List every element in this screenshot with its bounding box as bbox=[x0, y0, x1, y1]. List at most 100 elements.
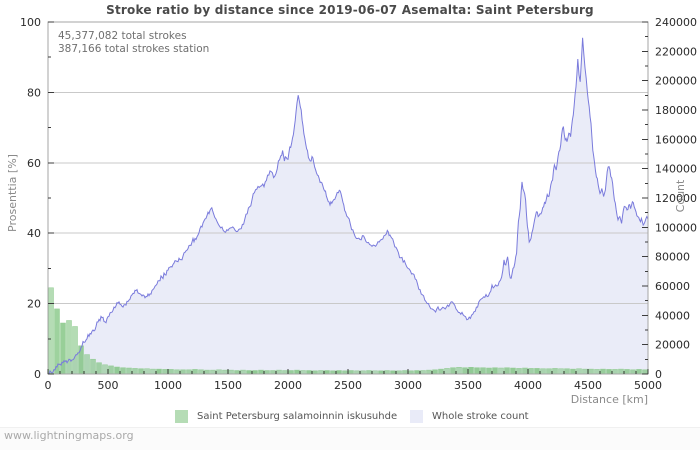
ratio-bar bbox=[492, 367, 498, 375]
x-axis-label: Distance [km] bbox=[571, 393, 648, 406]
plot-generated-layers: 0204060801000200004000060000800001000001… bbox=[20, 16, 697, 392]
footer-link: www.lightningmaps.org bbox=[4, 429, 134, 442]
ratio-bar bbox=[228, 369, 234, 375]
y-right-tick-label: 180000 bbox=[655, 104, 697, 117]
ratio-bar bbox=[570, 368, 576, 375]
x-tick-label: 5000 bbox=[634, 379, 662, 392]
ratio-bar bbox=[144, 368, 150, 375]
y-left-tick-label: 100 bbox=[20, 16, 41, 29]
ratio-bar bbox=[336, 370, 342, 375]
ratio-bar bbox=[78, 345, 84, 375]
ratio-bar bbox=[216, 369, 222, 375]
ratio-bar bbox=[264, 370, 270, 375]
ratio-bar bbox=[384, 370, 390, 375]
ratio-bar bbox=[636, 369, 642, 375]
y-right-tick-label: 0 bbox=[655, 368, 662, 381]
ratio-bar bbox=[102, 364, 108, 375]
legend-entry-count: Whole stroke count bbox=[410, 408, 529, 424]
y-right-tick-label: 160000 bbox=[655, 133, 697, 146]
ratio-bar bbox=[534, 368, 540, 375]
ratio-bar bbox=[558, 368, 564, 375]
ratio-bar bbox=[138, 368, 144, 375]
x-tick-label: 4500 bbox=[574, 379, 602, 392]
ratio-bar bbox=[450, 367, 456, 375]
y-left-tick-label: 40 bbox=[27, 227, 41, 240]
y-right-tick-label: 240000 bbox=[655, 16, 697, 29]
legend-swatch-count bbox=[410, 409, 423, 423]
ratio-bar bbox=[108, 365, 114, 375]
ratio-bar bbox=[186, 369, 192, 375]
ratio-bar bbox=[594, 369, 600, 375]
ratio-bar bbox=[588, 368, 594, 375]
x-tick-label: 0 bbox=[45, 379, 52, 392]
ratio-bar bbox=[606, 369, 612, 375]
ratio-bar bbox=[180, 369, 186, 375]
ratio-bar bbox=[192, 369, 198, 375]
ratio-bar bbox=[204, 369, 210, 375]
x-tick-label: 500 bbox=[98, 379, 119, 392]
ratio-bar bbox=[582, 368, 588, 375]
legend-label-count: Whole stroke count bbox=[432, 410, 529, 422]
ratio-bar bbox=[612, 369, 618, 375]
ratio-bar bbox=[162, 369, 168, 375]
y-left-tick-label: 80 bbox=[27, 86, 41, 99]
ratio-bar bbox=[276, 369, 282, 375]
y-right-tick-label: 40000 bbox=[655, 309, 690, 322]
x-tick-label: 1500 bbox=[214, 379, 242, 392]
ratio-bar bbox=[210, 369, 216, 375]
ratio-bar bbox=[528, 368, 534, 375]
ratio-bar bbox=[432, 369, 438, 375]
ratio-bar bbox=[366, 370, 372, 375]
ratio-bar bbox=[246, 370, 252, 375]
ratio-bar bbox=[462, 367, 468, 375]
ratio-bar bbox=[60, 322, 66, 375]
ratio-bar bbox=[114, 366, 120, 375]
ratio-bar bbox=[132, 368, 138, 375]
legend-label-ratio: Saint Petersburg salamoinnin iskusuhde bbox=[197, 410, 398, 422]
ratio-bar bbox=[642, 369, 648, 375]
ratio-bar bbox=[294, 369, 300, 375]
ratio-bar bbox=[414, 370, 420, 375]
ratio-bar bbox=[522, 367, 528, 375]
ratio-bar bbox=[120, 367, 126, 375]
count-line bbox=[48, 37, 649, 375]
ratio-bar bbox=[426, 369, 432, 375]
ratio-bar bbox=[630, 369, 636, 375]
y-right-tick-label: 100000 bbox=[655, 221, 697, 234]
ratio-bar bbox=[540, 368, 546, 375]
ratio-bar bbox=[456, 367, 462, 375]
y-right-tick-label: 60000 bbox=[655, 280, 690, 293]
ratio-bar bbox=[72, 326, 78, 375]
count-area bbox=[48, 37, 648, 375]
x-tick-label: 3500 bbox=[454, 379, 482, 392]
y-left-tick-label: 0 bbox=[34, 368, 41, 381]
ratio-bar bbox=[552, 368, 558, 375]
ratio-bar bbox=[438, 368, 444, 375]
ratio-bar bbox=[96, 362, 102, 375]
legend-entry-ratio: Saint Petersburg salamoinnin iskusuhde bbox=[175, 408, 397, 424]
y-right-tick-label: 120000 bbox=[655, 192, 697, 205]
ratio-bar bbox=[420, 370, 426, 375]
ratio-bar bbox=[504, 367, 510, 375]
ratio-bar bbox=[306, 370, 312, 375]
y-right-tick-label: 80000 bbox=[655, 251, 690, 264]
ratio-bar bbox=[156, 368, 162, 375]
ratio-bar bbox=[282, 370, 288, 375]
annotation-total-strokes-station: 387,166 total strokes station bbox=[58, 43, 209, 55]
ratio-bar bbox=[510, 367, 516, 375]
x-tick-label: 3000 bbox=[394, 379, 422, 392]
ratio-bar bbox=[84, 354, 90, 375]
y-left-tick-label: 20 bbox=[27, 298, 41, 311]
ratio-bar bbox=[618, 368, 624, 375]
ratio-bar bbox=[576, 368, 582, 375]
ratio-bar bbox=[288, 370, 294, 375]
y-left-tick-label: 60 bbox=[27, 157, 41, 170]
x-tick-label: 1000 bbox=[154, 379, 182, 392]
x-tick-label: 2000 bbox=[274, 379, 302, 392]
ratio-bar bbox=[270, 370, 276, 375]
ratio-bar bbox=[480, 367, 486, 375]
ratio-bar bbox=[468, 367, 474, 375]
ratio-bar bbox=[444, 368, 450, 375]
y-right-tick-label: 140000 bbox=[655, 163, 697, 176]
